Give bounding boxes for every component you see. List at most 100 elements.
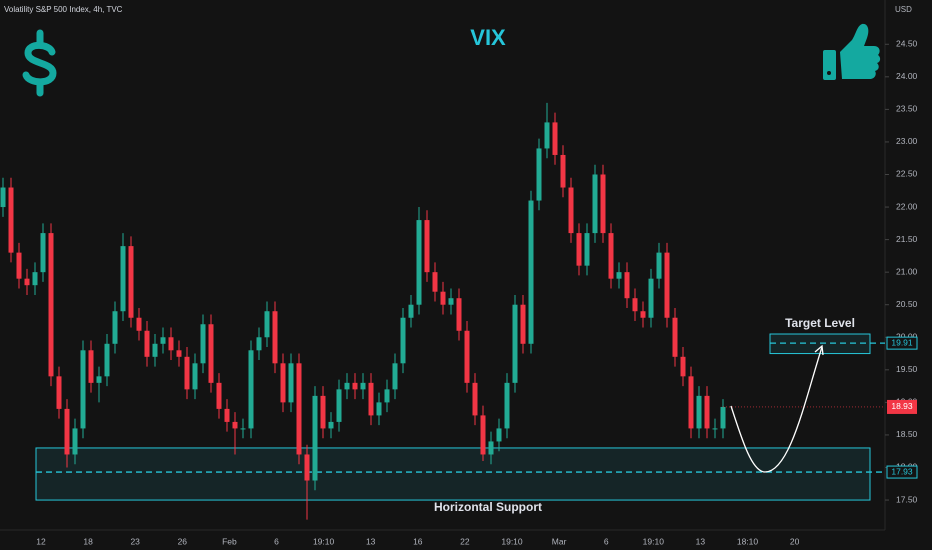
plot-area xyxy=(0,102,885,520)
candle-body xyxy=(376,402,382,416)
projection-arrow xyxy=(730,344,824,473)
candle-body xyxy=(80,350,86,429)
candle-body xyxy=(160,337,166,344)
candle-body xyxy=(392,363,398,390)
x-tick-label: 12 xyxy=(36,536,46,546)
y-tick-label: 21.00 xyxy=(896,266,918,276)
x-tick-label: 20 xyxy=(790,536,800,546)
y-tick-label: 17.50 xyxy=(896,494,918,504)
candle-body xyxy=(224,408,230,422)
candle-body xyxy=(640,311,646,318)
candle-body xyxy=(136,317,142,331)
x-tick-label: 6 xyxy=(604,536,609,546)
candle-body xyxy=(472,382,478,416)
y-tick-label: 23.00 xyxy=(896,136,918,146)
candle-body xyxy=(440,291,446,305)
candle-body xyxy=(232,421,238,429)
candle-body xyxy=(656,252,662,279)
candle-body xyxy=(536,148,542,201)
candle-body xyxy=(624,272,630,299)
candle-body xyxy=(32,272,38,286)
candle-body xyxy=(464,330,470,383)
candle-body xyxy=(280,363,286,403)
y-tick-label: 21.50 xyxy=(896,234,918,244)
candle-body xyxy=(336,389,342,422)
candle-body xyxy=(696,395,702,429)
candle-body xyxy=(120,246,126,312)
candle-body xyxy=(424,220,430,273)
candle-body xyxy=(400,317,406,364)
candle-body xyxy=(56,376,62,409)
candle-body xyxy=(680,356,686,377)
symbol-info: Volatility S&P 500 Index, 4h, TVC xyxy=(4,5,123,14)
thumbs-up-icon xyxy=(823,23,881,80)
candle-body xyxy=(8,187,14,253)
zone-box xyxy=(769,333,871,355)
x-tick-label: 6 xyxy=(274,536,279,546)
candle-body xyxy=(48,233,54,377)
candle-body xyxy=(592,174,598,234)
x-tick-label: 13 xyxy=(696,536,706,546)
candle-body xyxy=(144,330,150,357)
candle-body xyxy=(720,406,726,429)
candle-body xyxy=(384,389,390,403)
candle-body xyxy=(496,428,502,442)
candle-body xyxy=(448,298,454,305)
candle-body xyxy=(328,421,334,429)
x-tick-label: 13 xyxy=(366,536,376,546)
candle-body xyxy=(360,382,366,390)
candle-body xyxy=(560,154,566,188)
y-tick-label: 24.00 xyxy=(896,71,918,81)
y-tick-label: 20.50 xyxy=(896,299,918,309)
currency: USD xyxy=(895,5,912,14)
candle-body xyxy=(368,382,374,416)
candle-body xyxy=(168,337,174,351)
candle-body xyxy=(480,415,486,455)
candle-body xyxy=(432,272,438,292)
price-label: 17.93 xyxy=(891,466,913,476)
price-label: 19.91 xyxy=(891,337,913,347)
candle-body xyxy=(112,311,118,344)
candle-body xyxy=(568,187,574,234)
candle-body xyxy=(128,246,134,318)
candle-body xyxy=(528,200,534,344)
candle-body xyxy=(264,311,270,338)
candle-body xyxy=(304,454,310,481)
candle-body xyxy=(24,278,30,286)
candle-body xyxy=(632,298,638,312)
candle-body xyxy=(64,408,70,455)
candle-body xyxy=(344,382,350,390)
x-tick-label: 23 xyxy=(130,536,140,546)
x-tick-label: 18 xyxy=(83,536,93,546)
candle-body xyxy=(664,252,670,318)
candle-body xyxy=(288,363,294,403)
candle-body xyxy=(600,174,606,234)
candle-body xyxy=(512,304,518,383)
candle-body xyxy=(488,441,494,455)
candle-body xyxy=(104,343,110,377)
candle-body xyxy=(312,395,318,481)
candle-body xyxy=(152,343,158,357)
price-label-box xyxy=(886,465,918,479)
y-tick-label: 20.00 xyxy=(896,332,918,342)
candle-body xyxy=(648,278,654,318)
dollar-icon xyxy=(22,29,57,97)
y-tick-label: 23.50 xyxy=(896,104,918,114)
price-label-box xyxy=(886,336,918,350)
candle-body xyxy=(216,382,222,409)
candle-body xyxy=(504,382,510,429)
candle-body xyxy=(416,220,422,305)
candle-body xyxy=(320,395,326,429)
x-tick-label: 16 xyxy=(413,536,423,546)
candle-body xyxy=(704,395,710,429)
candle-body xyxy=(544,122,550,149)
candle-body xyxy=(520,304,526,344)
y-tick-label: 19.50 xyxy=(896,364,918,374)
zone-label: Target Level xyxy=(785,316,855,330)
candle-body xyxy=(96,376,102,383)
x-tick-label: 19:10 xyxy=(313,536,335,546)
last-price-box xyxy=(887,399,917,414)
y-tick-label: 18.50 xyxy=(896,429,918,439)
